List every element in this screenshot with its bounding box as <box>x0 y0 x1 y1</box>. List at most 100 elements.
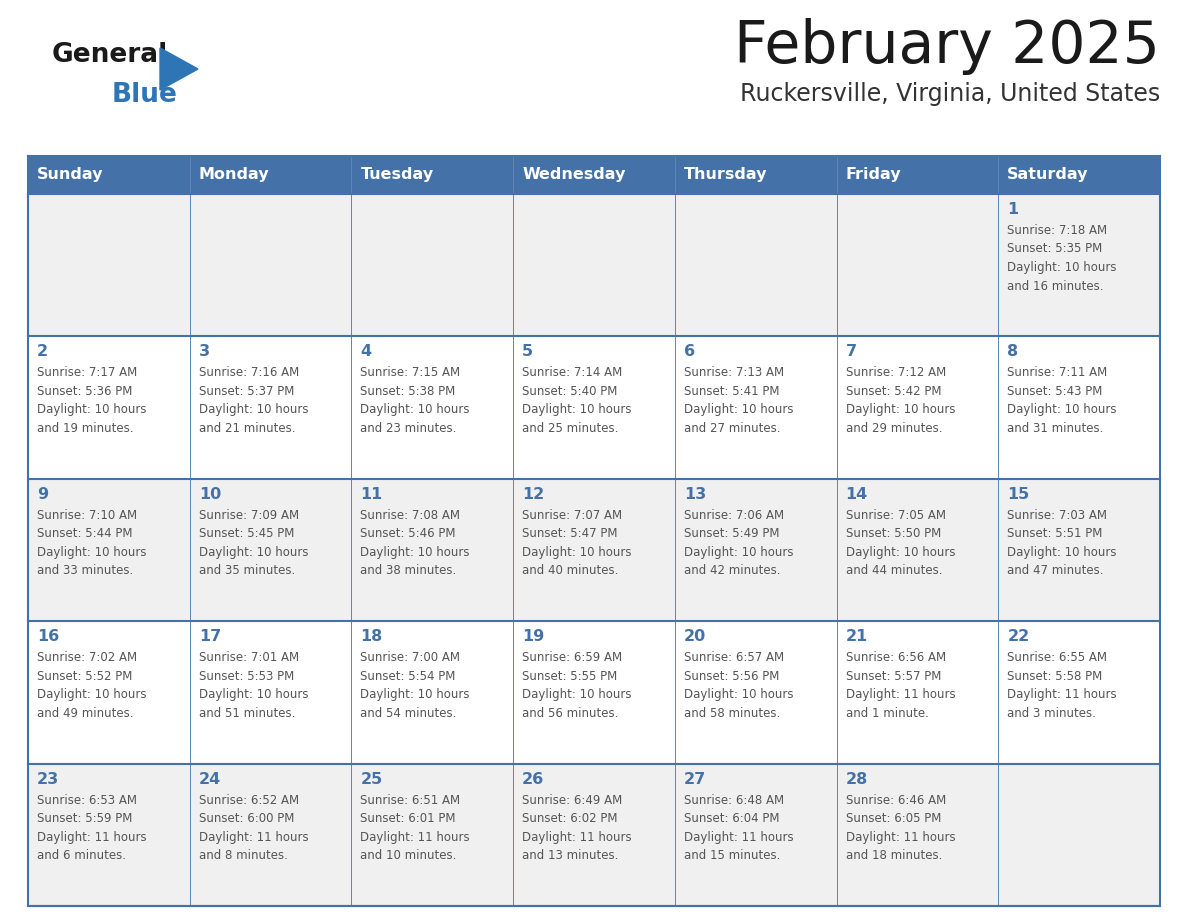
Text: Sunrise: 7:14 AM
Sunset: 5:40 PM
Daylight: 10 hours
and 25 minutes.: Sunrise: 7:14 AM Sunset: 5:40 PM Dayligh… <box>523 366 632 435</box>
Text: Sunrise: 7:03 AM
Sunset: 5:51 PM
Daylight: 10 hours
and 47 minutes.: Sunrise: 7:03 AM Sunset: 5:51 PM Dayligh… <box>1007 509 1117 577</box>
Bar <box>29 621 190 764</box>
Bar <box>29 194 190 336</box>
Text: Sunrise: 7:18 AM
Sunset: 5:35 PM
Daylight: 10 hours
and 16 minutes.: Sunrise: 7:18 AM Sunset: 5:35 PM Dayligh… <box>1007 224 1117 293</box>
Text: Sunrise: 7:05 AM
Sunset: 5:50 PM
Daylight: 10 hours
and 44 minutes.: Sunrise: 7:05 AM Sunset: 5:50 PM Dayligh… <box>846 509 955 577</box>
Text: February 2025: February 2025 <box>734 18 1159 75</box>
Bar <box>836 479 998 621</box>
Text: 15: 15 <box>1007 487 1030 502</box>
Text: Sunrise: 6:46 AM
Sunset: 6:05 PM
Daylight: 11 hours
and 18 minutes.: Sunrise: 6:46 AM Sunset: 6:05 PM Dayligh… <box>846 793 955 862</box>
Text: 6: 6 <box>684 344 695 360</box>
Bar <box>190 764 352 906</box>
Text: 19: 19 <box>523 629 544 644</box>
Text: 4: 4 <box>360 344 372 360</box>
Bar <box>998 156 1159 194</box>
Text: 13: 13 <box>684 487 706 502</box>
Text: Sunrise: 7:08 AM
Sunset: 5:46 PM
Daylight: 10 hours
and 38 minutes.: Sunrise: 7:08 AM Sunset: 5:46 PM Dayligh… <box>360 509 470 577</box>
Text: 2: 2 <box>37 344 49 360</box>
Text: 10: 10 <box>198 487 221 502</box>
Bar <box>675 764 836 906</box>
Text: 12: 12 <box>523 487 544 502</box>
Text: General: General <box>52 42 169 68</box>
Bar <box>29 336 190 479</box>
Text: 8: 8 <box>1007 344 1018 360</box>
Text: Sunrise: 7:16 AM
Sunset: 5:37 PM
Daylight: 10 hours
and 21 minutes.: Sunrise: 7:16 AM Sunset: 5:37 PM Dayligh… <box>198 366 308 435</box>
Bar <box>352 336 513 479</box>
Bar <box>675 479 836 621</box>
Text: 23: 23 <box>37 772 59 787</box>
Bar <box>998 336 1159 479</box>
Text: Ruckersville, Virginia, United States: Ruckersville, Virginia, United States <box>740 82 1159 106</box>
Text: Sunrise: 6:59 AM
Sunset: 5:55 PM
Daylight: 10 hours
and 56 minutes.: Sunrise: 6:59 AM Sunset: 5:55 PM Dayligh… <box>523 651 632 720</box>
Text: Sunrise: 7:10 AM
Sunset: 5:44 PM
Daylight: 10 hours
and 33 minutes.: Sunrise: 7:10 AM Sunset: 5:44 PM Dayligh… <box>37 509 146 577</box>
Bar <box>352 621 513 764</box>
Bar <box>190 621 352 764</box>
Text: 21: 21 <box>846 629 867 644</box>
Text: Wednesday: Wednesday <box>523 167 626 183</box>
Text: Blue: Blue <box>112 82 178 108</box>
Text: 20: 20 <box>684 629 706 644</box>
Bar <box>513 621 675 764</box>
Bar <box>29 156 190 194</box>
Bar <box>513 156 675 194</box>
Text: 18: 18 <box>360 629 383 644</box>
Text: 28: 28 <box>846 772 867 787</box>
Text: 17: 17 <box>198 629 221 644</box>
Bar <box>836 764 998 906</box>
Text: 27: 27 <box>684 772 706 787</box>
Bar <box>190 336 352 479</box>
Bar <box>998 479 1159 621</box>
Bar <box>513 194 675 336</box>
Text: Sunrise: 6:55 AM
Sunset: 5:58 PM
Daylight: 11 hours
and 3 minutes.: Sunrise: 6:55 AM Sunset: 5:58 PM Dayligh… <box>1007 651 1117 720</box>
Bar <box>513 336 675 479</box>
Bar <box>675 194 836 336</box>
Bar <box>836 194 998 336</box>
Text: Sunday: Sunday <box>37 167 103 183</box>
Bar <box>29 764 190 906</box>
Text: 24: 24 <box>198 772 221 787</box>
Text: Sunrise: 7:15 AM
Sunset: 5:38 PM
Daylight: 10 hours
and 23 minutes.: Sunrise: 7:15 AM Sunset: 5:38 PM Dayligh… <box>360 366 470 435</box>
Text: Sunrise: 6:53 AM
Sunset: 5:59 PM
Daylight: 11 hours
and 6 minutes.: Sunrise: 6:53 AM Sunset: 5:59 PM Dayligh… <box>37 793 146 862</box>
Bar <box>998 764 1159 906</box>
Bar <box>513 764 675 906</box>
Text: Sunrise: 7:09 AM
Sunset: 5:45 PM
Daylight: 10 hours
and 35 minutes.: Sunrise: 7:09 AM Sunset: 5:45 PM Dayligh… <box>198 509 308 577</box>
Bar <box>836 156 998 194</box>
Text: Saturday: Saturday <box>1007 167 1088 183</box>
Text: Sunrise: 7:00 AM
Sunset: 5:54 PM
Daylight: 10 hours
and 54 minutes.: Sunrise: 7:00 AM Sunset: 5:54 PM Dayligh… <box>360 651 470 720</box>
Bar <box>352 156 513 194</box>
Text: 1: 1 <box>1007 202 1018 217</box>
Text: 26: 26 <box>523 772 544 787</box>
Text: Sunrise: 7:13 AM
Sunset: 5:41 PM
Daylight: 10 hours
and 27 minutes.: Sunrise: 7:13 AM Sunset: 5:41 PM Dayligh… <box>684 366 794 435</box>
Bar <box>190 156 352 194</box>
Polygon shape <box>160 48 198 90</box>
Text: Monday: Monday <box>198 167 270 183</box>
Text: 5: 5 <box>523 344 533 360</box>
Text: Thursday: Thursday <box>684 167 767 183</box>
Bar <box>836 621 998 764</box>
Text: 16: 16 <box>37 629 59 644</box>
Bar <box>190 194 352 336</box>
Text: Sunrise: 7:17 AM
Sunset: 5:36 PM
Daylight: 10 hours
and 19 minutes.: Sunrise: 7:17 AM Sunset: 5:36 PM Dayligh… <box>37 366 146 435</box>
Text: 22: 22 <box>1007 629 1030 644</box>
Text: Sunrise: 6:48 AM
Sunset: 6:04 PM
Daylight: 11 hours
and 15 minutes.: Sunrise: 6:48 AM Sunset: 6:04 PM Dayligh… <box>684 793 794 862</box>
Bar <box>998 194 1159 336</box>
Text: Sunrise: 7:06 AM
Sunset: 5:49 PM
Daylight: 10 hours
and 42 minutes.: Sunrise: 7:06 AM Sunset: 5:49 PM Dayligh… <box>684 509 794 577</box>
Text: Sunrise: 6:52 AM
Sunset: 6:00 PM
Daylight: 11 hours
and 8 minutes.: Sunrise: 6:52 AM Sunset: 6:00 PM Dayligh… <box>198 793 309 862</box>
Bar <box>513 479 675 621</box>
Text: Sunrise: 7:12 AM
Sunset: 5:42 PM
Daylight: 10 hours
and 29 minutes.: Sunrise: 7:12 AM Sunset: 5:42 PM Dayligh… <box>846 366 955 435</box>
Bar <box>29 479 190 621</box>
Text: Tuesday: Tuesday <box>360 167 434 183</box>
Bar <box>675 156 836 194</box>
Text: Sunrise: 6:57 AM
Sunset: 5:56 PM
Daylight: 10 hours
and 58 minutes.: Sunrise: 6:57 AM Sunset: 5:56 PM Dayligh… <box>684 651 794 720</box>
Bar <box>352 194 513 336</box>
Text: Sunrise: 6:49 AM
Sunset: 6:02 PM
Daylight: 11 hours
and 13 minutes.: Sunrise: 6:49 AM Sunset: 6:02 PM Dayligh… <box>523 793 632 862</box>
Bar <box>998 621 1159 764</box>
Text: 11: 11 <box>360 487 383 502</box>
Text: 3: 3 <box>198 344 210 360</box>
Text: 9: 9 <box>37 487 49 502</box>
Text: Friday: Friday <box>846 167 902 183</box>
Text: Sunrise: 7:02 AM
Sunset: 5:52 PM
Daylight: 10 hours
and 49 minutes.: Sunrise: 7:02 AM Sunset: 5:52 PM Dayligh… <box>37 651 146 720</box>
Text: 7: 7 <box>846 344 857 360</box>
Bar <box>836 336 998 479</box>
Bar <box>352 764 513 906</box>
Text: Sunrise: 7:11 AM
Sunset: 5:43 PM
Daylight: 10 hours
and 31 minutes.: Sunrise: 7:11 AM Sunset: 5:43 PM Dayligh… <box>1007 366 1117 435</box>
